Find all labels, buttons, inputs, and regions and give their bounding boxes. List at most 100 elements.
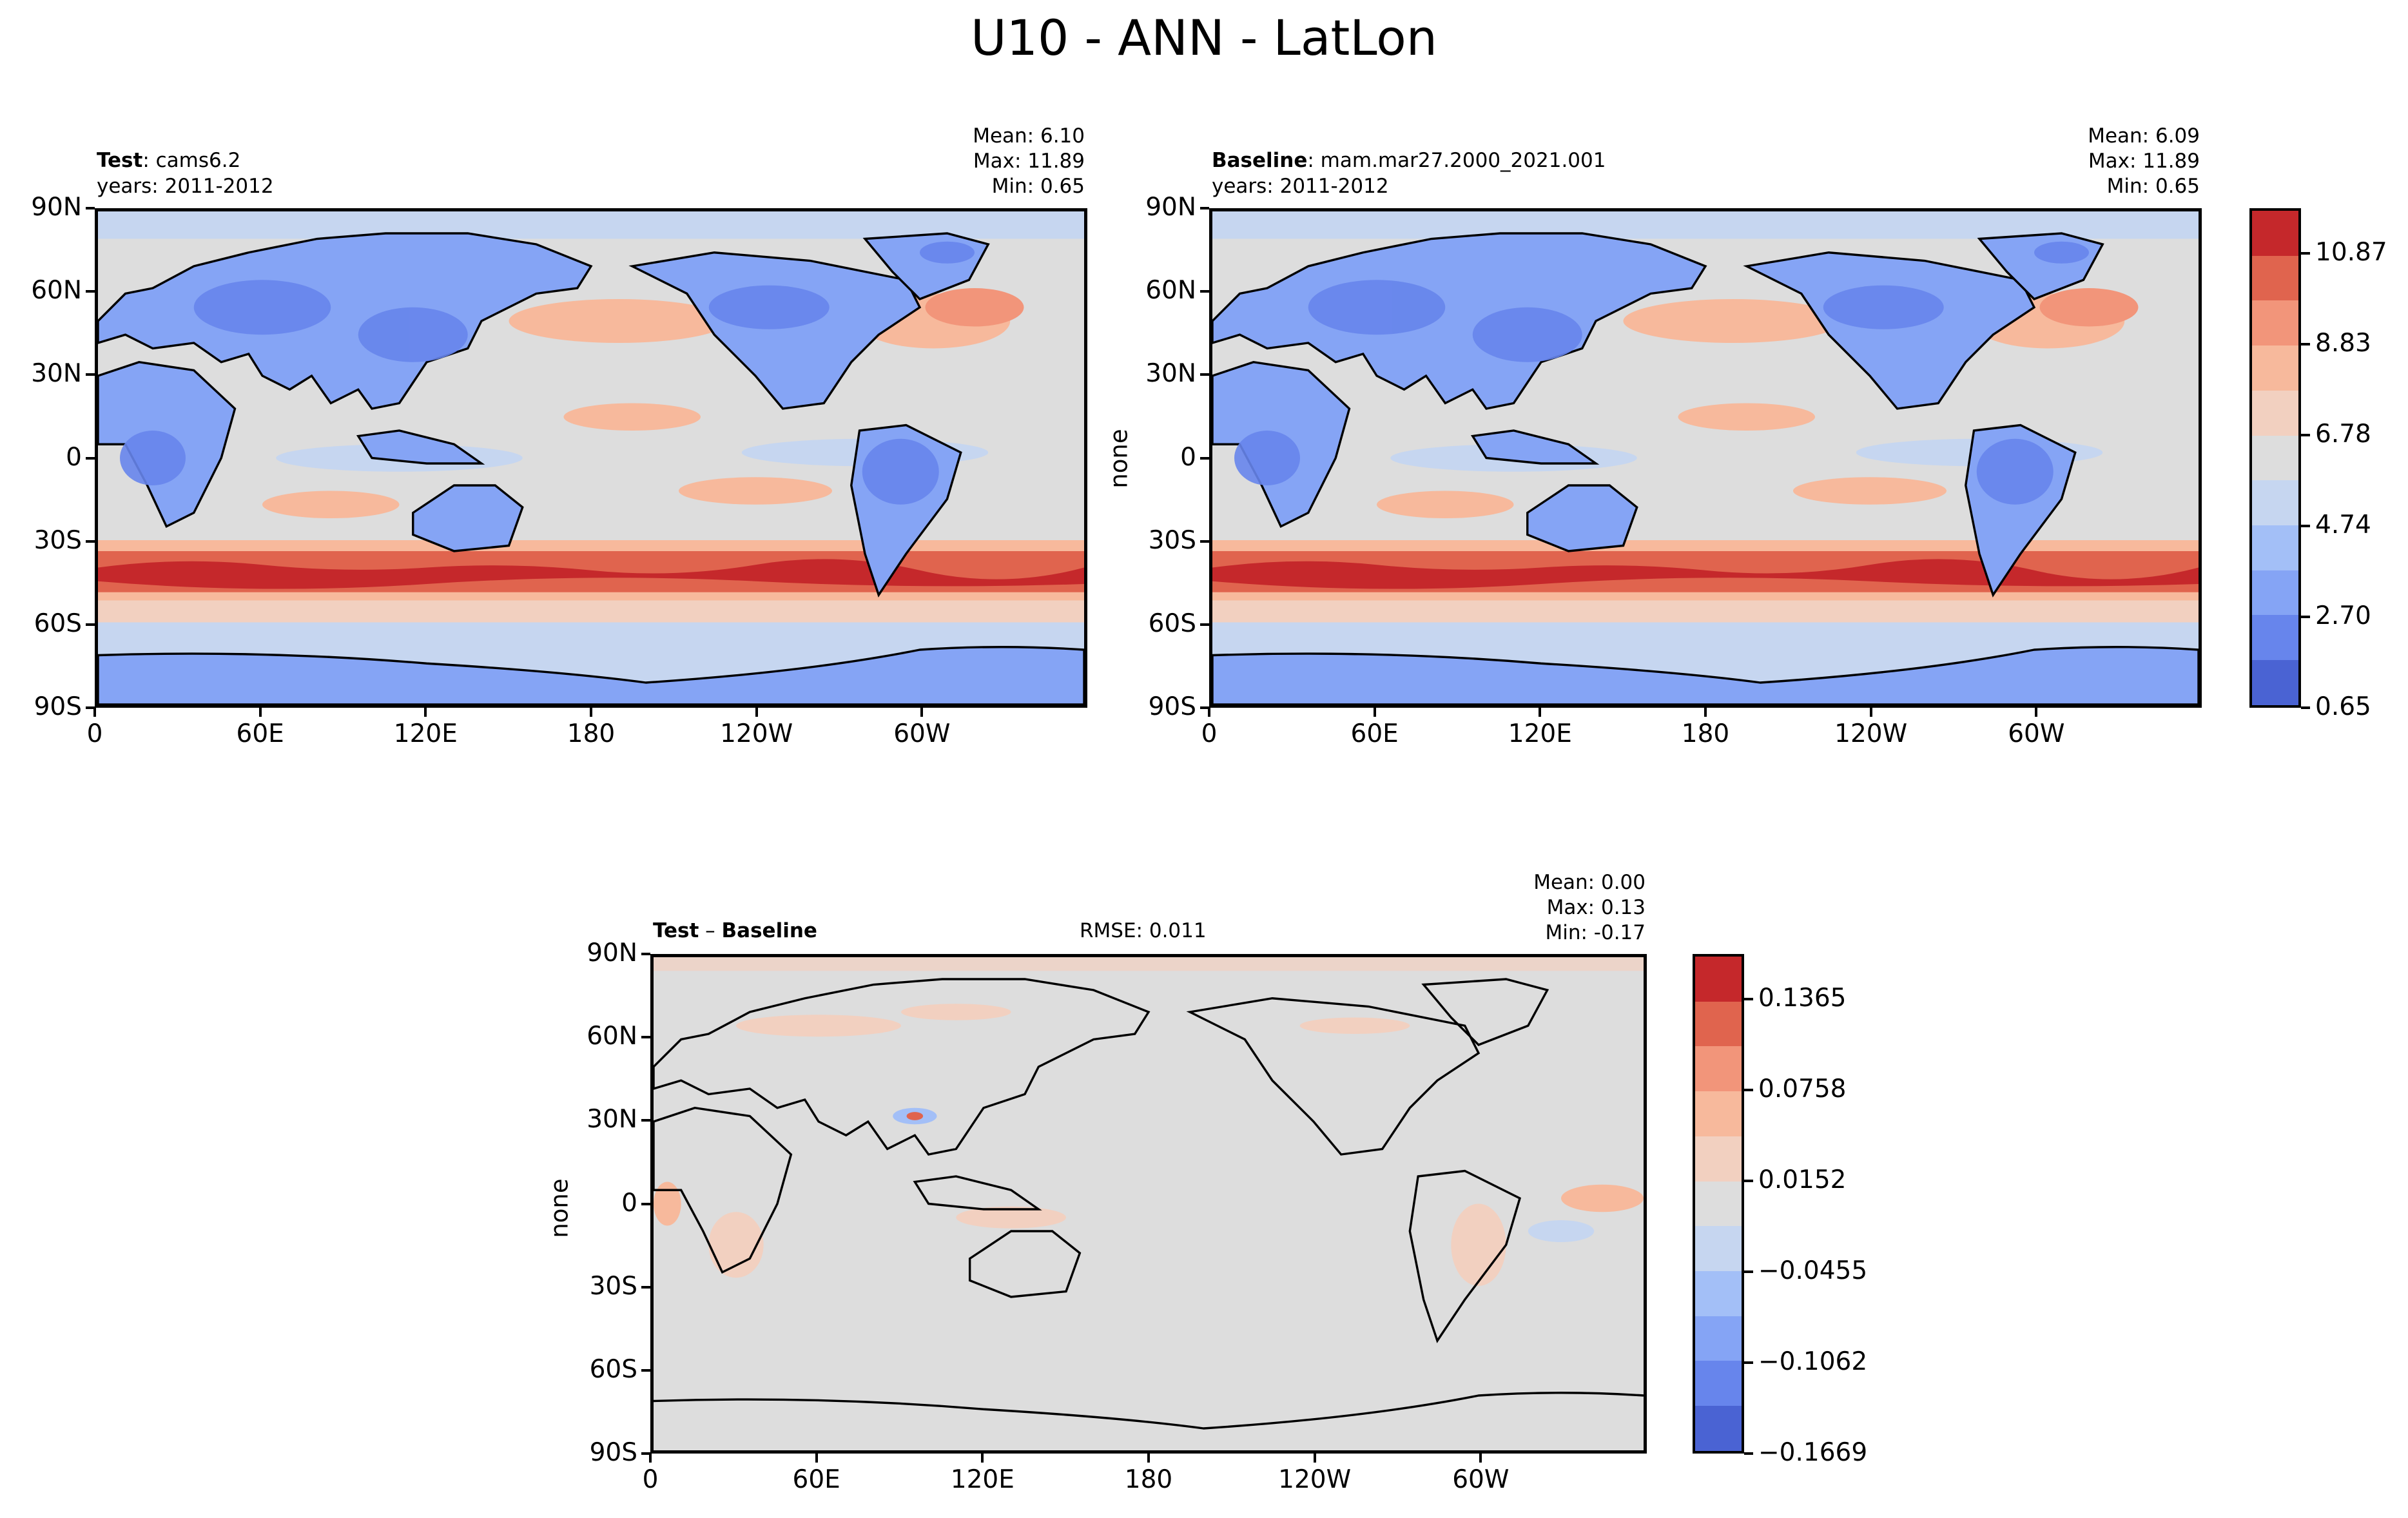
diff-lat-tick-mark xyxy=(641,1452,650,1455)
main-colorbar-tick-label: 2.70 xyxy=(2315,601,2371,631)
baseline-lat-tick-mark xyxy=(1200,373,1209,376)
test-lon-tick-mark xyxy=(93,708,96,717)
colorbar-bin xyxy=(2252,390,2298,436)
difference-field xyxy=(654,957,1644,1450)
test-lat-tick-label: 90N xyxy=(31,193,82,222)
diff-lat-tick-label: 0 xyxy=(621,1188,637,1218)
diff-lon-tick-mark xyxy=(981,1454,984,1463)
diff-colorbar-tick-label: 0.0758 xyxy=(1758,1075,1847,1104)
main-colorbar-tick-label: 10.87 xyxy=(2315,238,2387,268)
test-lon-tick-mark xyxy=(258,708,262,717)
colorbar-bin xyxy=(2252,435,2298,481)
baseline-lon-tick-mark xyxy=(1704,708,1707,717)
test-lon-tick-label: 120W xyxy=(720,719,793,748)
colorbar-bin xyxy=(2252,211,2298,256)
test-lon-tick-mark xyxy=(590,708,592,717)
colorbar-bin xyxy=(2252,300,2298,346)
test-lon-tick-label: 60E xyxy=(236,719,284,748)
diff-colorbar-tick-mark xyxy=(1744,1452,1753,1455)
test-lat-tick-label: 60S xyxy=(34,608,82,638)
diff-lon-tick-mark xyxy=(815,1454,818,1463)
diff-lat-tick-mark xyxy=(641,1285,650,1289)
test-lat-tick-label: 0 xyxy=(66,442,82,472)
test-label-bold: Test xyxy=(97,149,143,172)
colorbar-bin xyxy=(2252,480,2298,526)
diff-map xyxy=(650,954,1647,1454)
diff-colorbar-tick-mark xyxy=(1744,1089,1753,1092)
colorbar-bin xyxy=(2252,660,2298,705)
test-lon-tick-label: 0 xyxy=(86,719,103,748)
diff-lat-tick-label: 90N xyxy=(587,939,637,968)
colorbar-bin xyxy=(1695,1091,1742,1136)
test-lon-tick-label: 180 xyxy=(567,719,616,748)
baseline-lat-tick-label: 0 xyxy=(1180,442,1196,472)
colorbar-bin xyxy=(1695,957,1742,1002)
australia xyxy=(968,1230,1082,1298)
main-colorbar-tick-mark xyxy=(2301,706,2310,709)
baseline-mean: Mean: 6.09 xyxy=(2088,124,2200,148)
australia xyxy=(1526,484,1638,552)
baseline-lat-tick-mark xyxy=(1200,290,1209,293)
diff-lat-tick-label: 60S xyxy=(589,1354,637,1384)
test-lon-tick-mark xyxy=(755,708,758,717)
diff-colorbar-tick-mark xyxy=(1744,1180,1753,1183)
africa xyxy=(654,1107,793,1274)
diff-colorbar-tick-label: −0.0455 xyxy=(1758,1256,1868,1286)
colorbar-bin xyxy=(1695,1046,1742,1092)
diff-min: Min: -0.17 xyxy=(1545,921,1646,944)
colorbar-bin xyxy=(1695,1136,1742,1182)
baseline-lat-tick-label: 30S xyxy=(1148,525,1196,555)
baseline-lon-tick-mark xyxy=(1208,708,1210,717)
diff-label-minus: – xyxy=(699,919,722,942)
baseline-lon-tick-label: 180 xyxy=(1681,719,1730,748)
diff-lat-tick-mark xyxy=(641,953,650,955)
baseline-lon-tick-label: 120W xyxy=(1834,719,1908,748)
diff-colorbar-tick-mark xyxy=(1744,998,1753,1001)
colorbar-bin xyxy=(1695,1406,1742,1451)
diff-lon-tick-mark xyxy=(649,1454,652,1463)
baseline-lon-tick-mark xyxy=(2035,708,2038,717)
baseline-lon-tick-mark xyxy=(1373,708,1376,717)
diff-lon-tick-mark xyxy=(1313,1454,1316,1463)
baseline-lat-tick-label: 30N xyxy=(1145,359,1196,389)
diff-colorbar-tick-label: 0.1365 xyxy=(1758,984,1847,1013)
baseline-label: Baseline: mam.mar27.2000_2021.001 xyxy=(1212,148,1606,173)
test-years: years: 2011-2012 xyxy=(97,175,274,198)
north-america xyxy=(1743,251,2036,410)
baseline-label-case: : mam.mar27.2000_2021.001 xyxy=(1307,149,1606,172)
greenland xyxy=(1421,978,1549,1046)
test-lat-tick-mark xyxy=(86,623,95,626)
colorbar-bin xyxy=(2252,345,2298,391)
eurasia xyxy=(654,978,1151,1156)
test-lon-tick-label: 60W xyxy=(893,719,951,748)
test-lat-tick-label: 90S xyxy=(34,692,82,721)
diff-lon-tick-label: 120E xyxy=(950,1465,1015,1494)
diff-lat-tick-label: 60N xyxy=(587,1022,637,1051)
australia xyxy=(412,484,524,552)
baseline-label-bold: Baseline xyxy=(1212,149,1308,172)
baseline-lat-tick-mark xyxy=(1200,456,1209,460)
baseline-lon-tick-mark xyxy=(1539,708,1542,717)
diff-map-svg xyxy=(654,957,1644,1450)
test-min: Min: 0.65 xyxy=(991,175,1085,198)
baseline-max: Max: 11.89 xyxy=(2088,150,2200,173)
baseline-lon-tick-label: 120E xyxy=(1508,719,1572,748)
colorbar-bin xyxy=(2252,570,2298,616)
test-lat-tick-mark xyxy=(86,290,95,293)
test-lat-tick-mark xyxy=(86,373,95,376)
main-colorbar-tick-mark xyxy=(2301,252,2310,255)
maritime-continent xyxy=(913,1175,1042,1211)
north-america xyxy=(1186,997,1481,1156)
diff-lon-tick-label: 60W xyxy=(1452,1465,1510,1494)
baseline-lat-tick-label: 90S xyxy=(1148,692,1196,721)
test-lat-tick-mark xyxy=(86,706,95,709)
colorbar-bin xyxy=(2252,255,2298,301)
diff-lon-tick-mark xyxy=(1479,1454,1482,1463)
diff-lat-tick-mark xyxy=(641,1119,650,1122)
diff-lat-tick-mark xyxy=(641,1368,650,1372)
test-lon-tick-label: 120E xyxy=(393,719,458,748)
test-label: Test: cams6.2 xyxy=(97,148,240,173)
main-colorbar-tick-label: 6.78 xyxy=(2315,420,2371,449)
diff-colorbar-tick-label: −0.1062 xyxy=(1758,1347,1868,1377)
main-colorbar-tick-mark xyxy=(2301,616,2310,619)
